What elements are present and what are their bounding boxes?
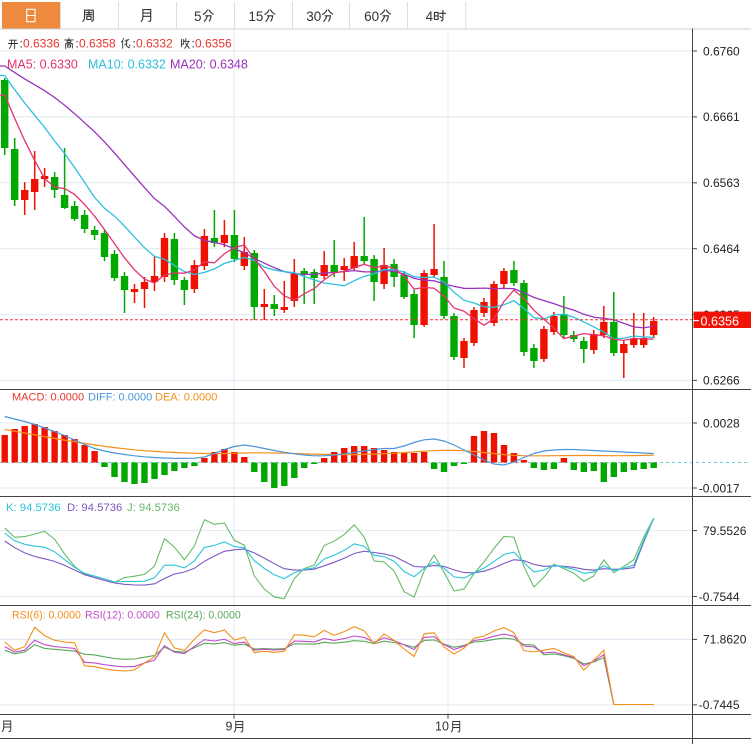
svg-text:-0.7445: -0.7445 — [699, 698, 740, 712]
svg-text:RSI(24): 0.0000: RSI(24): 0.0000 — [166, 610, 241, 622]
svg-text:9: 9 — [226, 720, 233, 734]
svg-text:MACD: 0.0000: MACD: 0.0000 — [12, 392, 84, 404]
svg-text:RSI(6): 0.0000: RSI(6): 0.0000 — [12, 610, 81, 622]
svg-text:MA5: 0.6330: MA5: 0.6330 — [7, 58, 78, 72]
svg-text:0.6356: 0.6356 — [195, 37, 232, 51]
svg-text:DIFF: 0.0000: DIFF: 0.0000 — [88, 392, 152, 404]
svg-text:MA10: 0.6332: MA10: 0.6332 — [88, 58, 166, 72]
svg-text:10: 10 — [435, 720, 449, 734]
svg-text:71.8620: 71.8620 — [703, 633, 747, 647]
svg-text:0.6336: 0.6336 — [23, 37, 60, 51]
svg-text:-0.7544: -0.7544 — [699, 590, 740, 604]
svg-text:0.6464: 0.6464 — [703, 242, 740, 256]
svg-text:0.6661: 0.6661 — [703, 110, 740, 124]
svg-text:-0.0017: -0.0017 — [699, 481, 740, 495]
svg-text:0.6266: 0.6266 — [703, 374, 740, 388]
svg-text:0.6332: 0.6332 — [136, 37, 173, 51]
svg-text:MA20: 0.6348: MA20: 0.6348 — [170, 58, 248, 72]
svg-text:0.6760: 0.6760 — [703, 44, 740, 58]
svg-text:D: 94.5736: D: 94.5736 — [67, 502, 122, 514]
svg-text:79.5526: 79.5526 — [703, 524, 747, 538]
svg-text:0.6358: 0.6358 — [79, 37, 116, 51]
svg-text:RSI(12): 0.0000: RSI(12): 0.0000 — [85, 610, 160, 622]
svg-text:K: 94.5736: K: 94.5736 — [6, 502, 61, 514]
svg-text:0.0028: 0.0028 — [703, 416, 740, 430]
svg-text:0.6356: 0.6356 — [701, 314, 740, 328]
svg-text:0.6563: 0.6563 — [703, 176, 740, 190]
svg-text:DEA: 0.0000: DEA: 0.0000 — [155, 392, 217, 404]
svg-text:J: 94.5736: J: 94.5736 — [127, 502, 180, 514]
